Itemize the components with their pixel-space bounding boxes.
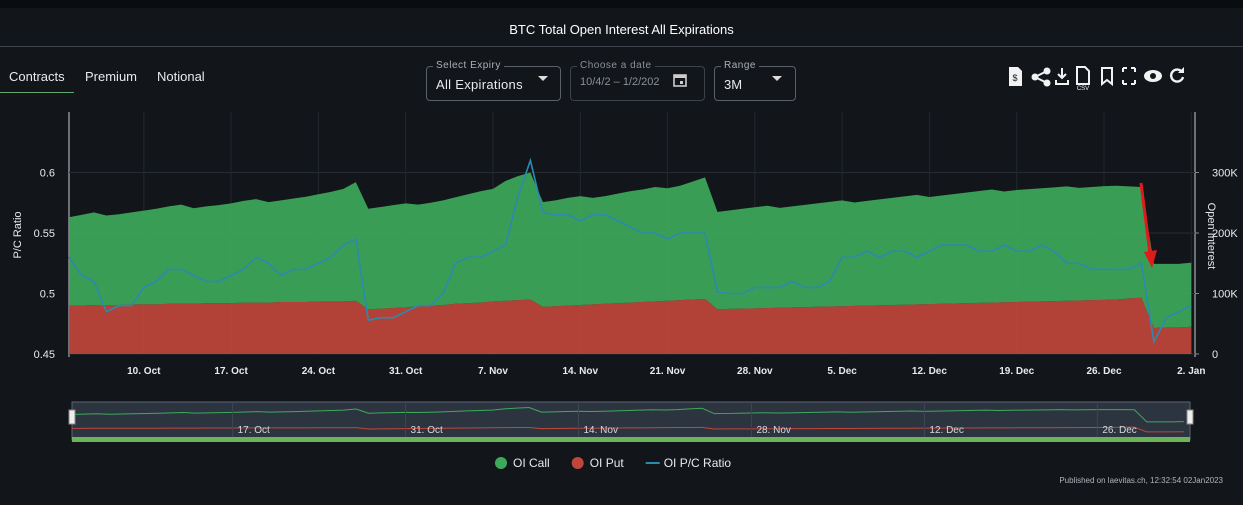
navigator-scrollbar [72,437,1190,442]
navigator-label: 17. Oct [238,425,270,436]
toolbar: $ CSV [1009,66,1185,92]
x-tick-label: 7. Nov [478,366,508,377]
x-tick-label: 17. Oct [214,366,248,377]
doc-icon[interactable] [1009,67,1022,86]
y-tick-label: 0.55 [34,228,55,240]
top-strip [0,0,1243,8]
navigator-line [71,406,1184,423]
navigator-label: 12. Dec [929,425,963,436]
y2-tick-label: 100K [1212,289,1238,301]
x-tick-label: 2. Jan [1177,366,1205,377]
y2-tick-label: 300K [1212,168,1238,180]
x-tick-label: 10. Oct [127,366,161,377]
legend-marker [571,457,584,469]
navigator-label: 14. Nov [583,425,617,436]
navigator-handle [1186,409,1194,425]
tab-underline [0,92,74,93]
dropdown-arrow [538,76,548,81]
x-tick-label: 5. Dec [827,366,857,377]
legend-label: OI P/C Ratio [664,456,732,470]
calendar-icon [673,74,687,87]
navigator-label: 28. Nov [756,425,790,436]
area [69,297,1192,354]
annotation-arrow [1139,182,1152,255]
y2-axis-title: Open Interest [1205,203,1217,270]
x-tick-label: 28. Nov [737,366,773,377]
navigator-handle [68,409,76,425]
x-tick-label: 21. Nov [650,366,686,377]
area [69,172,1192,328]
navigator-label: 31. Oct [411,425,443,436]
x-tick-label: 26. Dec [1086,366,1121,377]
field-label: Range [721,60,759,71]
tab[interactable]: Contracts [9,69,65,84]
legend-item[interactable]: OI Call [495,456,550,470]
legend-marker [495,457,507,469]
tab[interactable]: Premium [85,69,138,84]
x-tick-label: 24. Oct [302,366,336,377]
published-note: Published on laevitas.ch, 12:32:54 02Jan… [1059,476,1223,485]
navigator-label: 26. Dec [1102,425,1136,436]
legend-item[interactable]: OI P/C Ratio [645,456,732,470]
legend-label: OI Put [590,456,625,470]
x-tick-label: 19. Dec [999,366,1034,377]
legend-label: OI Call [513,456,550,470]
dropdown-arrow [772,76,782,81]
y2-tick-label: 200K [1212,228,1238,240]
x-tick-label: 12. Dec [912,366,947,377]
line [68,157,1192,345]
field-label: Choose a date [577,60,655,71]
y2-tick-label: 0 [1212,349,1218,361]
x-tick-label: 14. Nov [562,366,598,377]
navigator-line [72,426,1184,433]
field-value: 10/4/2 – 1/2/202 [580,76,660,88]
y-tick-label: 0.6 [40,168,55,180]
x-tick-label: 31. Oct [389,366,423,377]
field-label: Select Expiry [433,60,504,71]
field-value: 3M [724,77,743,92]
navigator [71,401,1191,441]
divider [0,46,1243,47]
field-value: All Expirations [436,77,523,92]
svg-text:$: $ [1012,73,1017,83]
csv-label: CSV [1077,86,1089,92]
title: BTC Total Open Interest All Expirations [509,22,734,37]
y-tick-label: 0.45 [34,349,55,361]
annotation-arrowhead [1144,250,1157,268]
y-axis-title: P/C Ratio [12,211,24,258]
y-tick-label: 0.5 [40,289,55,301]
legend-item[interactable]: OI Put [571,456,625,470]
tab[interactable]: Notional [157,69,205,84]
